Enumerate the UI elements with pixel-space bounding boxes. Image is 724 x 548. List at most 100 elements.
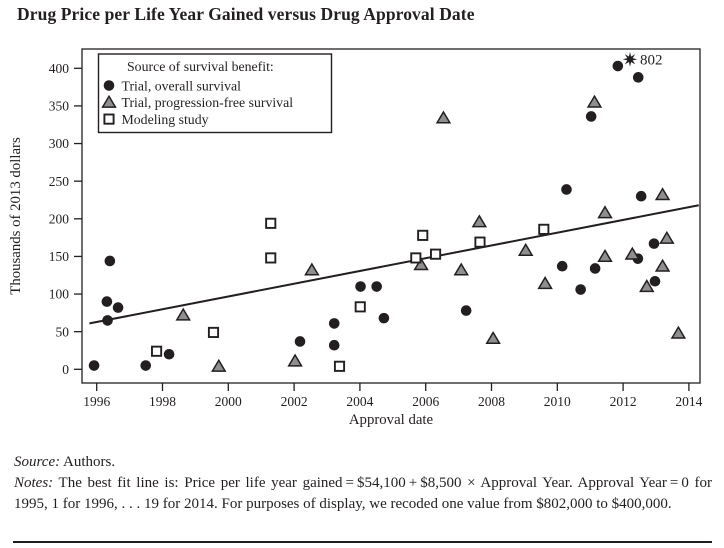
legend-item-label: Trial, progression-free survival	[122, 95, 294, 110]
data-point-circle	[104, 255, 116, 267]
outlier-label: 802	[640, 52, 663, 68]
data-point-square	[207, 326, 220, 338]
x-axis-tick-label: 2002	[281, 394, 308, 409]
data-point-circle	[328, 339, 340, 351]
data-point-triangle	[413, 257, 429, 271]
data-point-circle	[648, 238, 660, 249]
data-point-square	[430, 248, 442, 260]
series-square	[151, 217, 550, 372]
data-point-triangle	[654, 258, 671, 272]
data-point-triangle	[304, 262, 320, 276]
legend-marker-triangle-icon	[101, 94, 117, 108]
legend-marker-circle-icon	[103, 80, 115, 91]
data-point-triangle	[435, 110, 452, 124]
data-point-square	[410, 252, 422, 264]
data-point-triangle	[670, 325, 687, 339]
figure-title: Drug Price per Life Year Gained versus D…	[17, 4, 475, 24]
data-point-circle	[585, 111, 597, 122]
data-point-circle	[612, 60, 624, 72]
data-point-circle	[101, 296, 113, 307]
data-point-square	[354, 301, 366, 313]
legend-box	[97, 53, 333, 134]
y-axis-tick-label: 350	[49, 99, 70, 114]
legend-title: Source of survival benefit:	[127, 59, 274, 74]
x-axis-title: Approval date	[349, 412, 434, 428]
data-point-circle	[556, 260, 568, 272]
data-point-triangle	[586, 94, 603, 108]
data-point-circle	[589, 263, 601, 274]
data-point-triangle	[597, 248, 613, 262]
data-point-circle	[88, 360, 100, 371]
trend-line	[89, 204, 699, 325]
scatter-chart: 0 50 100 150 200 250 300 350 400 1996 1998 2000 2002…	[8, 48, 703, 428]
data-point-circle	[163, 348, 175, 360]
x-axis-tick-label: 2010	[544, 394, 571, 409]
y-axis-tick-label: 50	[56, 324, 70, 339]
source-text: Authors.	[60, 454, 116, 470]
data-point-circle	[355, 281, 366, 292]
data-point-triangle	[485, 330, 501, 344]
x-axis-tick-label: 2012	[610, 394, 637, 409]
data-point-circle	[635, 190, 647, 202]
legend-item-label: Modeling study	[122, 112, 209, 127]
source-label: Source:	[14, 454, 61, 470]
x-axis-tick-label: 2000	[215, 394, 242, 409]
notes-text: The best fit line is: Price per life yea…	[14, 475, 712, 512]
series-circle	[88, 60, 661, 371]
data-point-square	[151, 345, 163, 357]
bottom-rule	[13, 541, 712, 543]
data-point-triangle	[287, 353, 303, 367]
data-point-triangle	[471, 214, 488, 228]
data-point-circle	[294, 336, 306, 347]
figure-footnotes: Source: Authors. Notes: The best fit lin…	[14, 452, 712, 515]
y-axis-tick-label: 400	[49, 61, 70, 76]
data-point-triangle	[175, 307, 191, 321]
data-point-triangle	[211, 358, 227, 372]
y-axis-tick-label: 150	[49, 249, 70, 264]
plot-area	[81, 48, 701, 384]
data-point-triangle	[659, 230, 675, 244]
data-point-triangle	[639, 279, 655, 293]
data-point-triangle	[597, 205, 613, 219]
x-axis-tick-label: 1998	[149, 394, 176, 409]
data-point-circle	[575, 284, 586, 295]
legend: Source of survival benefit: Trial, overal…	[97, 53, 333, 134]
data-point-circle	[112, 302, 124, 313]
y-axis-title: Thousands of 2013 dollars	[8, 137, 24, 295]
legend-marker-square-icon	[103, 113, 115, 125]
data-point-circle	[371, 281, 382, 292]
x-axis-tick-label: 2008	[478, 394, 505, 409]
data-point-circle	[102, 315, 113, 326]
data-point-triangle	[624, 246, 641, 260]
data-point-triangle	[654, 187, 671, 201]
x-axis-tick-label: 2006	[412, 394, 439, 409]
data-point-circle	[140, 360, 152, 371]
data-point-circle	[460, 305, 472, 316]
series-triangle	[175, 94, 687, 372]
y-axis-tick-label: 200	[49, 211, 70, 226]
data-point-triangle	[453, 262, 469, 276]
data-point-circle	[378, 312, 390, 324]
data-point-square	[265, 252, 277, 264]
data-point-square	[265, 217, 277, 229]
x-axis-tick-label: 2014	[675, 394, 702, 409]
data-point-circle	[561, 184, 572, 195]
y-axis-tick-label: 300	[49, 136, 70, 151]
data-point-circle	[649, 275, 661, 287]
source-line: Source: Authors.	[14, 452, 712, 473]
data-point-square	[538, 223, 550, 235]
data-point-triangle	[537, 276, 553, 290]
data-point-square	[474, 236, 486, 248]
notes-label: Notes:	[14, 475, 54, 491]
y-axis-tick-label: 0	[62, 362, 69, 377]
outlier-star-icon	[622, 51, 638, 67]
x-axis-tick-label: 1996	[83, 394, 110, 409]
x-axis-tick-label: 2004	[346, 394, 373, 409]
notes-line: Notes: The best fit line is: Price per l…	[14, 473, 712, 515]
y-axis-tick-label: 100	[49, 287, 70, 302]
y-axis-tick-label: 250	[49, 174, 70, 189]
data-point-circle	[632, 72, 644, 83]
data-point-triangle	[517, 242, 534, 256]
data-point-square	[333, 360, 346, 372]
